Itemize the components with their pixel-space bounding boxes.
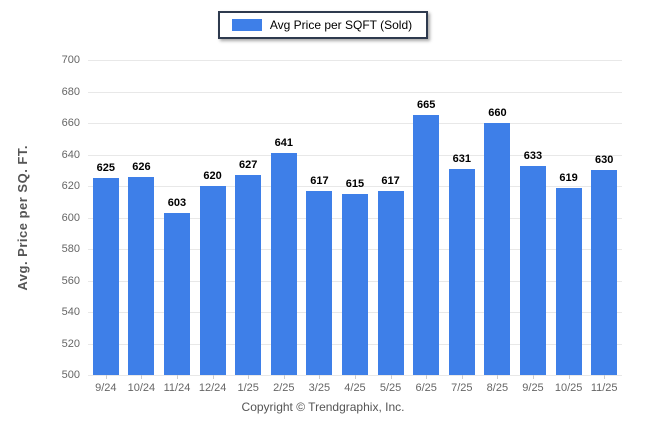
bar-value-label: 631 xyxy=(452,152,471,165)
x-tick xyxy=(355,375,356,379)
x-tick xyxy=(319,375,321,379)
x-tick xyxy=(141,375,143,379)
copyright-footer: Copyright © Trendgraphix, Inc. xyxy=(241,400,405,414)
y-tick-label: 540 xyxy=(61,306,80,318)
gridline xyxy=(88,186,622,187)
legend-row: Avg Price per SQFT (Sold) xyxy=(0,11,646,39)
bar-9/25 xyxy=(520,165,546,375)
x-axis-label: 10/25 xyxy=(554,382,583,394)
bar-2/25 xyxy=(270,152,297,375)
x-axis-label: 1/25 xyxy=(237,382,259,394)
bar-5/25 xyxy=(377,190,404,375)
x-tick xyxy=(248,375,250,379)
y-tick-label: 680 xyxy=(61,85,80,98)
legend-swatch-icon xyxy=(231,19,262,31)
gridline xyxy=(88,91,622,93)
bar-value-label: 617 xyxy=(310,174,329,187)
x-axis-label: 12/24 xyxy=(198,382,227,394)
bar-value-label: 665 xyxy=(417,99,436,112)
x-tick xyxy=(604,375,606,379)
x-axis-label: 3/25 xyxy=(308,382,331,394)
x-axis-label: 6/25 xyxy=(415,382,437,394)
y-tick-label: 520 xyxy=(61,337,80,350)
x-axis-label: 9/25 xyxy=(522,382,544,394)
x-axis-label: 9/24 xyxy=(95,382,117,394)
gridline xyxy=(88,123,622,124)
x-tick xyxy=(390,375,392,379)
y-axis-title-wrap: Avg. Price per SQ. FT. xyxy=(12,60,32,375)
y-tick-label: 600 xyxy=(61,211,80,224)
bar-3/25 xyxy=(306,190,333,375)
x-axis-label: 11/24 xyxy=(163,382,191,394)
x-axis-label: 4/25 xyxy=(344,382,366,394)
bar-value-label: 617 xyxy=(381,174,400,187)
x-tick xyxy=(426,375,428,379)
x-axis-label: 11/25 xyxy=(590,382,618,394)
x-axis-label: 5/25 xyxy=(379,382,402,394)
x-axis-label: 8/25 xyxy=(486,382,509,394)
y-axis-title: Avg. Price per SQ. FT. xyxy=(14,144,30,291)
x-axis-label: 7/25 xyxy=(451,382,473,394)
x-tick xyxy=(105,375,107,379)
gridline xyxy=(88,154,622,156)
bar-value-label: 603 xyxy=(167,196,187,209)
bar-value-label: 619 xyxy=(559,171,578,184)
bar-11/25 xyxy=(591,170,618,375)
bar-value-label: 660 xyxy=(488,107,507,119)
x-tick xyxy=(283,375,285,379)
bar-value-label: 615 xyxy=(345,177,365,190)
y-tick-label: 700 xyxy=(61,54,80,66)
y-tick-label: 640 xyxy=(61,148,80,161)
y-tick-label: 660 xyxy=(61,117,80,129)
legend-box: Avg Price per SQFT (Sold) xyxy=(217,11,429,39)
bar-8/25 xyxy=(484,123,511,375)
bar-value-label: 625 xyxy=(96,162,115,175)
plot-area: 700 680 660 640 620 600 580 560 540 520 500 625 9/24… xyxy=(62,54,622,394)
y-tick-label: 580 xyxy=(61,243,80,255)
x-tick xyxy=(461,375,463,379)
bar-value-label: 620 xyxy=(203,170,222,182)
bar-value-label: 626 xyxy=(132,160,151,173)
bar-10/24 xyxy=(128,176,155,375)
y-tick-label: 620 xyxy=(61,180,80,192)
gridline xyxy=(88,60,622,61)
bar-value-label: 633 xyxy=(523,149,543,162)
x-tick xyxy=(212,375,214,379)
bar-value-label: 630 xyxy=(595,154,614,167)
bar-value-label: 627 xyxy=(239,158,258,171)
bar-11/24 xyxy=(164,212,190,375)
y-tick-label: 500 xyxy=(61,369,80,381)
x-tick xyxy=(568,375,570,379)
x-axis-label: 2/25 xyxy=(273,382,295,394)
y-tick-label: 560 xyxy=(61,274,80,287)
bar-value-label: 641 xyxy=(274,136,293,149)
x-axis-label: 10/24 xyxy=(127,382,156,394)
x-tick xyxy=(533,375,534,379)
x-tick xyxy=(177,375,178,379)
bar-9/24 xyxy=(92,178,119,375)
bar-7/25 xyxy=(448,168,475,375)
bar-4/25 xyxy=(342,193,368,375)
bar-6/25 xyxy=(413,115,440,375)
x-tick xyxy=(497,375,499,379)
bar-10/25 xyxy=(555,187,582,375)
bar-12/24 xyxy=(199,186,226,375)
bar-1/25 xyxy=(235,174,262,375)
legend-label: Avg Price per SQFT (Sold) xyxy=(269,18,413,32)
